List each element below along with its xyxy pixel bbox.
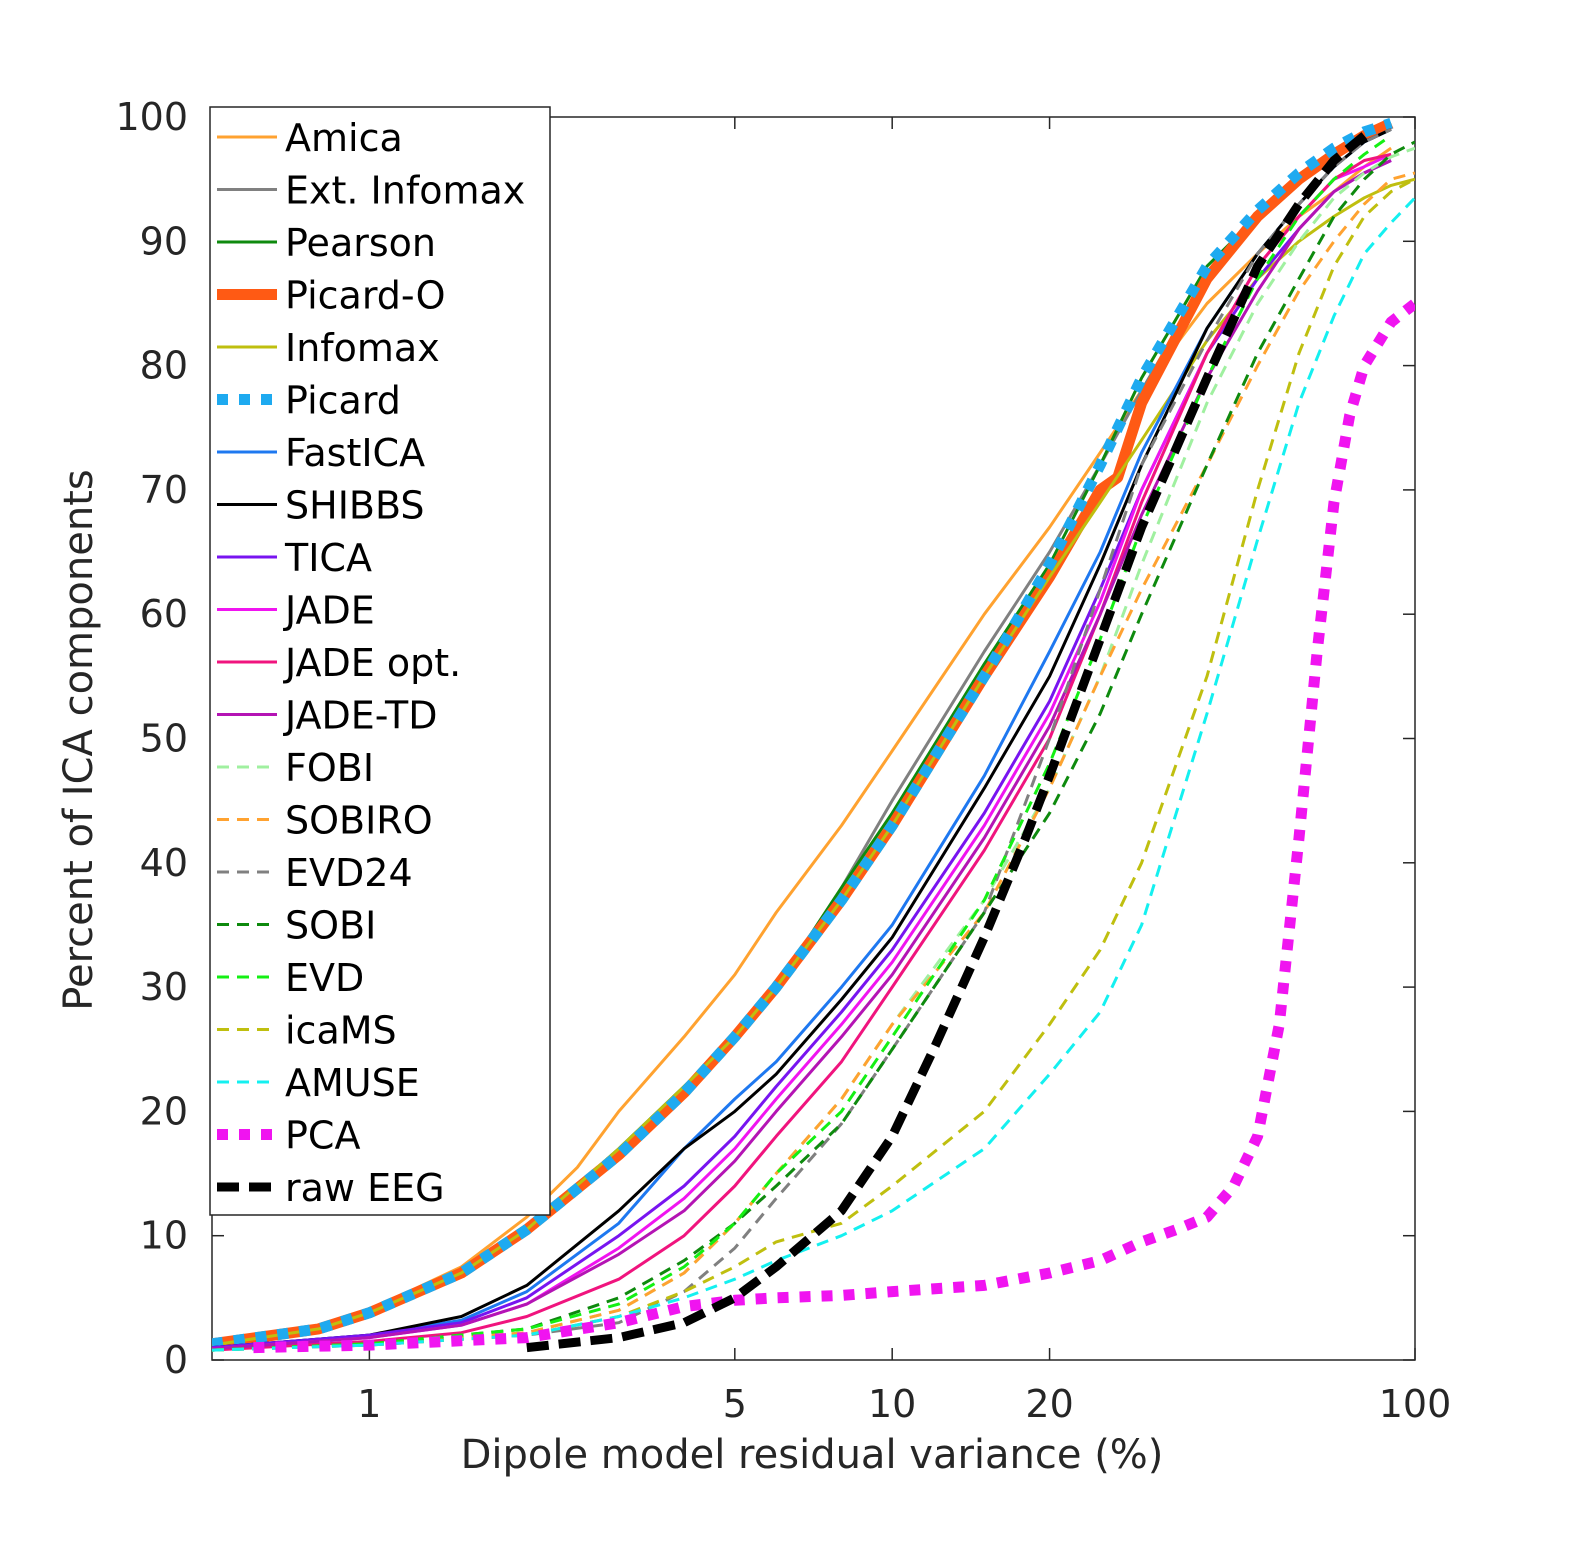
y-tick-label: 50: [140, 717, 188, 761]
y-tick-label: 20: [140, 1089, 188, 1133]
y-tick-label: 90: [140, 219, 188, 263]
legend-label: Infomax: [285, 326, 440, 370]
legend-label: FOBI: [285, 746, 374, 790]
y-axis-label: Percent of ICA components: [56, 469, 102, 1010]
series-line-amuse: [212, 196, 1415, 1352]
legend-label: SHIBBS: [285, 484, 425, 528]
x-tick-label: 10: [868, 1382, 916, 1426]
legend-label: Ext. Infomax: [285, 169, 525, 213]
legend-label: PCA: [285, 1114, 360, 1158]
y-tick-label: 10: [140, 1214, 188, 1258]
legend-label: SOBI: [285, 904, 376, 948]
legend-label: Pearson: [285, 221, 436, 265]
series-line-picard: [212, 117, 1393, 1350]
y-tick-label: 30: [140, 965, 188, 1009]
legend-label: TICA: [284, 536, 372, 580]
legend-label: Picard: [285, 379, 401, 423]
x-tick-label: 1: [357, 1382, 381, 1426]
axis-ticks: 0 10 20 30 40 50 60 70 80 90 100 1 5 10 20 100: [115, 95, 1451, 1426]
y-tick-label: 100: [115, 95, 188, 139]
y-tick-label: 80: [140, 344, 188, 388]
legend: Amica Ext. Infomax Pearson Picard-O Infomax P…: [209, 106, 551, 1216]
series-line-jade-td: [212, 159, 1392, 1351]
legend-label: Picard-O: [285, 274, 446, 318]
legend-label: JADE: [283, 589, 375, 633]
series-line-pca: [253, 299, 1415, 1354]
legend-label: icaMS: [285, 1009, 397, 1053]
legend-label: EVD24: [285, 851, 413, 895]
y-tick-label: 60: [140, 592, 188, 636]
series-line-evd: [212, 134, 1392, 1352]
x-tick-label: 20: [1025, 1382, 1073, 1426]
y-tick-label: 70: [140, 468, 188, 512]
x-tick-label: 5: [723, 1382, 747, 1426]
legend-label: raw EEG: [285, 1166, 445, 1210]
legend-label: EVD: [285, 956, 364, 1000]
legend-label: JADE opt.: [283, 641, 461, 685]
x-tick-label: 100: [1379, 1382, 1452, 1426]
legend-label: Amica: [285, 116, 403, 160]
legend-label: SOBIRO: [285, 799, 433, 843]
legend-label: JADE-TD: [283, 694, 438, 738]
series-line-raw-eeg: [526, 132, 1368, 1353]
legend-label: FastICA: [285, 431, 425, 475]
y-tick-label: 40: [140, 841, 188, 885]
series-lines: [212, 117, 1415, 1354]
legend-label: AMUSE: [285, 1061, 420, 1105]
x-axis-label: Dipole model residual variance (%): [461, 1432, 1164, 1478]
y-tick-label: 0: [164, 1338, 188, 1382]
